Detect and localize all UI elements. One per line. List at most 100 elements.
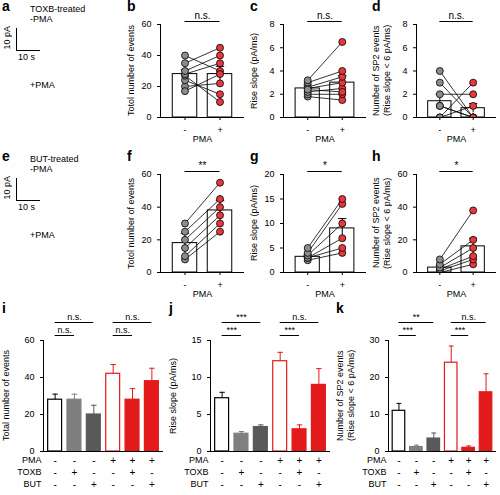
svg-text:-: - [484,467,487,478]
svg-text:+: + [340,280,345,290]
svg-text:**: ** [413,312,421,322]
svg-text:-: - [220,455,223,466]
svg-text:20: 20 [397,235,407,245]
svg-text:PMA: PMA [447,289,467,299]
svg-text:15: 15 [191,335,201,345]
svg-text:-: - [92,467,95,478]
svg-text:40: 40 [141,202,151,212]
svg-text:+: + [466,467,472,478]
svg-text:2: 2 [402,89,407,99]
svg-text:***: *** [455,325,466,335]
svg-text:PMA: PMA [315,289,335,299]
svg-text:20: 20 [141,235,151,245]
svg-text:n.s.: n.s. [125,312,140,322]
svg-text:TOXB: TOXB [184,467,208,477]
svg-text:10: 10 [191,372,201,382]
svg-text:40: 40 [397,202,407,212]
svg-text:TOXB: TOXB [17,467,41,477]
svg-text:60: 60 [397,169,407,179]
svg-text:TOXB: TOXB [362,467,386,477]
svg-text:-: - [240,479,243,490]
svg-text:4: 4 [402,66,407,76]
svg-text:-: - [131,479,134,490]
svg-text:-: - [450,467,453,478]
svg-text:60: 60 [141,19,151,29]
svg-text:0: 0 [146,267,151,277]
svg-text:+: + [483,479,489,490]
svg-text:0: 0 [146,112,151,122]
svg-text:+: + [340,125,345,135]
svg-text:-: - [279,467,282,478]
svg-text:-: - [397,467,400,478]
svg-text:+: + [130,467,136,478]
svg-text:6: 6 [402,43,407,53]
svg-text:-: - [73,455,76,466]
svg-text:15: 15 [264,194,274,204]
svg-text:+: + [91,479,97,490]
svg-text:-: - [438,125,441,135]
svg-text:-: - [112,467,115,478]
svg-text:n.s.: n.s. [67,312,82,322]
svg-text:-: - [317,467,320,478]
svg-text:10: 10 [264,218,274,228]
svg-text:**: ** [199,160,207,171]
svg-text:0: 0 [402,267,407,277]
svg-text:60: 60 [141,169,151,179]
svg-text:n.s.: n.s. [58,325,73,335]
svg-text:PMA: PMA [189,455,209,465]
svg-text:n.s.: n.s. [292,312,307,322]
svg-text:20: 20 [24,409,34,419]
svg-text:20: 20 [141,81,151,91]
svg-text:PMA: PMA [22,455,42,465]
svg-text:+: + [239,467,245,478]
svg-text:PMA: PMA [193,289,213,299]
svg-text:+: + [471,125,476,135]
svg-text:40: 40 [24,372,34,382]
svg-text:-: - [415,455,418,466]
svg-text:+: + [483,455,489,466]
svg-text:+: + [149,455,155,466]
svg-text:+: + [110,455,116,466]
svg-text:-: - [220,479,223,490]
svg-text:40: 40 [141,50,151,60]
svg-text:+: + [471,280,476,290]
svg-text:+: + [72,467,78,478]
svg-text:+: + [316,479,322,490]
svg-text:-: - [240,455,243,466]
svg-text:PMA: PMA [447,134,467,144]
svg-text:5: 5 [196,409,201,419]
svg-text:60: 60 [24,335,34,345]
svg-text:30: 30 [369,335,379,345]
svg-text:-: - [298,479,301,490]
svg-text:n.s.: n.s. [317,10,333,21]
svg-text:-: - [92,455,95,466]
svg-text:PMA: PMA [193,134,213,144]
svg-text:n.s.: n.s. [448,10,464,21]
svg-text:+: + [297,467,303,478]
svg-text:-: - [184,280,187,290]
svg-text:0: 0 [402,112,407,122]
svg-text:BUT: BUT [369,479,388,489]
svg-text:+: + [448,455,454,466]
svg-text:+: + [217,125,222,135]
svg-text:-: - [220,467,223,478]
svg-text:20: 20 [264,169,274,179]
svg-text:-: - [397,455,400,466]
svg-text:*: * [323,160,327,171]
svg-text:5: 5 [269,243,274,253]
svg-text:-: - [184,125,187,135]
svg-text:-: - [397,479,400,490]
svg-text:-: - [306,125,309,135]
svg-text:-: - [53,479,56,490]
svg-text:-: - [53,455,56,466]
svg-text:***: *** [402,325,413,335]
svg-text:+: + [297,455,303,466]
svg-text:+: + [316,455,322,466]
svg-text:+: + [130,455,136,466]
svg-text:***: *** [285,325,296,335]
svg-text:*: * [455,160,459,171]
svg-text:2: 2 [269,89,274,99]
svg-text:+: + [217,280,222,290]
svg-text:-: - [432,455,435,466]
svg-text:n.s.: n.s. [116,325,131,335]
